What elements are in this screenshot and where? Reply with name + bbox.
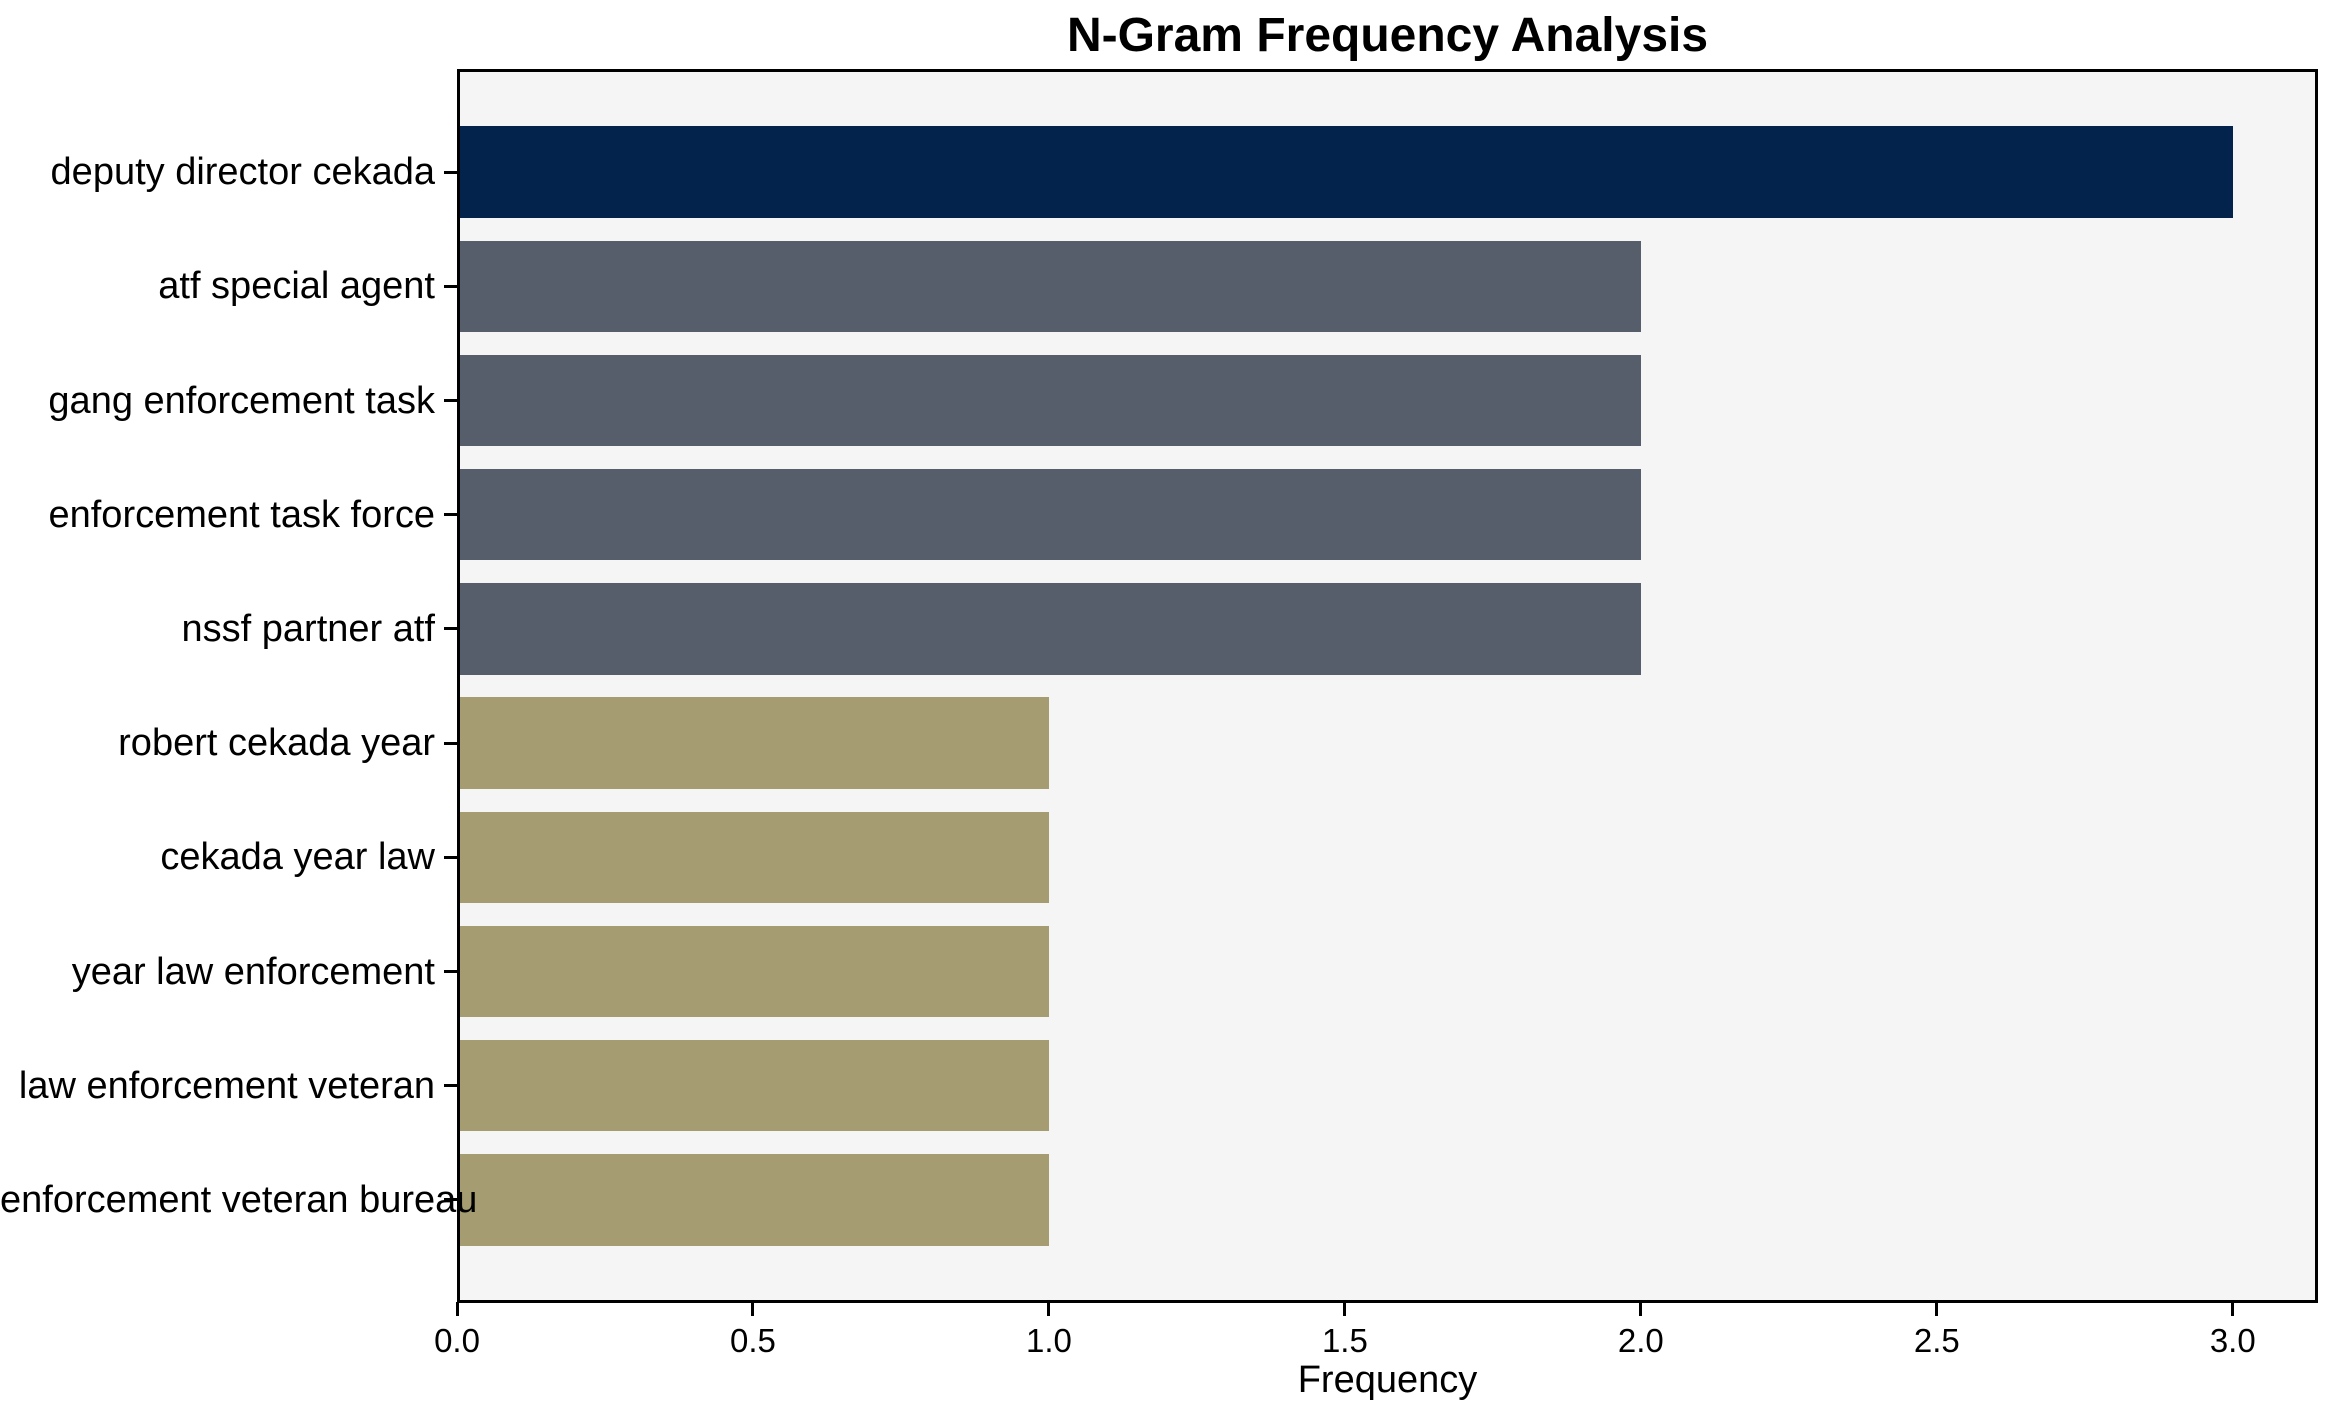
chart-title: N-Gram Frequency Analysis: [1066, 9, 1709, 62]
y-tick-label: nssf partner atf: [181, 607, 435, 650]
bar: [460, 126, 2233, 218]
bar: [460, 925, 1049, 1018]
y-tick-mark: [444, 284, 457, 288]
y-tick-mark: [444, 1198, 457, 1202]
bar: [460, 1040, 1049, 1132]
x-tick-mark: [1047, 1302, 1051, 1316]
x-tick-mark: [455, 1302, 459, 1316]
x-tick-label: 1.0: [1025, 1322, 1072, 1359]
y-tick-mark: [444, 970, 457, 973]
y-tick-label: robert cekada year: [118, 722, 435, 765]
x-tick-mark: [1343, 1302, 1347, 1316]
y-tick-mark: [444, 170, 457, 174]
y-tick-mark: [444, 513, 457, 517]
y-tick-label: atf special agent: [158, 265, 435, 308]
bar: [460, 1154, 1049, 1246]
y-tick-label: year law enforcement: [71, 950, 435, 993]
y-tick-label: cekada year law: [160, 836, 435, 879]
x-tick-mark: [751, 1302, 755, 1316]
y-tick-mark: [444, 1084, 457, 1088]
x-tick-label: 1.5: [1321, 1322, 1368, 1359]
x-tick-label: 2.0: [1617, 1322, 1664, 1359]
bar: [460, 240, 1641, 332]
y-tick-label: enforcement task force: [48, 493, 435, 536]
y-tick-mark: [444, 399, 457, 402]
y-tick-label: deputy director cekada: [50, 151, 435, 194]
y-tick-label: enforcement veteran bureau: [0, 1178, 478, 1221]
x-tick-mark: [2231, 1302, 2235, 1316]
bar: [460, 811, 1049, 903]
bar: [460, 354, 1641, 447]
x-tick-mark: [1935, 1302, 1939, 1316]
x-axis-label: Frequency: [1297, 1359, 1478, 1401]
y-tick-mark: [444, 855, 457, 859]
y-tick-mark: [444, 627, 457, 631]
x-tick-label: 0.5: [730, 1322, 776, 1359]
x-tick-label: 2.5: [1913, 1322, 1960, 1359]
x-tick-label: 0.0: [434, 1322, 480, 1359]
bar: [460, 583, 1641, 675]
y-tick-label: law enforcement veteran: [18, 1064, 435, 1107]
y-tick-label: gang enforcement task: [48, 379, 435, 422]
x-tick-mark: [1639, 1302, 1643, 1316]
bar: [460, 469, 1641, 561]
bar: [460, 697, 1049, 789]
y-tick-mark: [444, 741, 457, 745]
x-tick-label: 3.0: [2209, 1322, 2256, 1359]
